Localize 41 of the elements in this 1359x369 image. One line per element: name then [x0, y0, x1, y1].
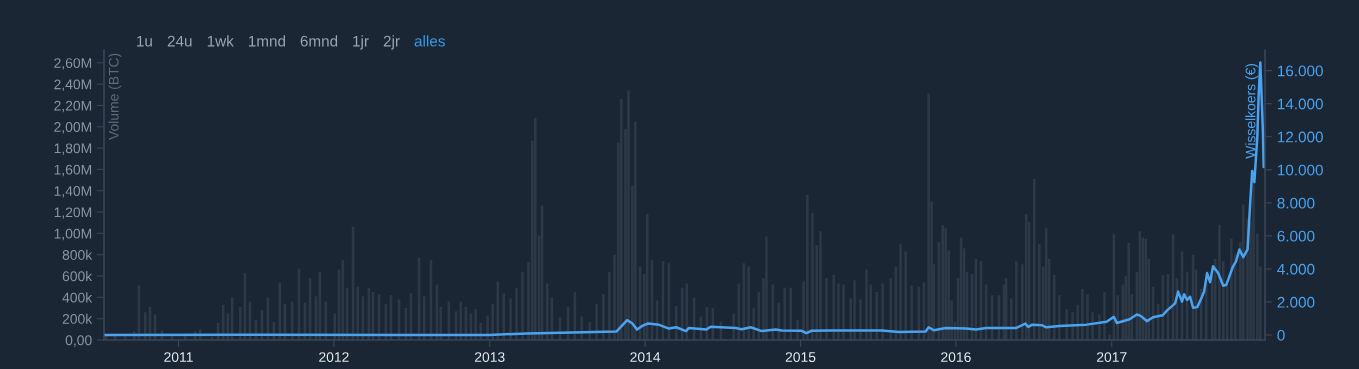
y2-tick-label: 10.000 — [1277, 164, 1323, 176]
x-tick-label: 2016 — [941, 352, 971, 363]
y-axis-title: Volume (BTC) — [108, 53, 122, 140]
y2-tick-label: 12.000 — [1277, 131, 1323, 143]
y-tick-label: 1,20M — [54, 207, 92, 219]
y-tick-label: 200k — [62, 313, 93, 324]
y2-tick-label: 0 — [1277, 329, 1285, 341]
y-tick-label: 1,00M — [54, 228, 92, 241]
y-tick-label: 2,60M — [54, 58, 92, 70]
text: 1mnd — [248, 35, 286, 47]
x-tick-label: 2011 — [164, 352, 193, 363]
y-tick-label: 2,20M — [54, 100, 92, 113]
text: 2jr — [383, 35, 400, 50]
y-tick-label: 2,00M — [54, 122, 92, 134]
y2-tick-label: 8.000 — [1277, 197, 1315, 209]
y-tick-label: 1,80M — [54, 143, 92, 155]
y2-tick-label: 14.000 — [1277, 98, 1323, 110]
x-tick-label: 2017 — [1096, 352, 1127, 363]
y2-tick-label: 16.000 — [1277, 65, 1323, 77]
y-tick-label: 800k — [62, 249, 93, 260]
y2-tick-label: 6.000 — [1277, 230, 1315, 242]
y2-tick-label: 2.000 — [1277, 296, 1315, 308]
y-tick-label: 1,60M — [54, 164, 92, 177]
bar — [1252, 184, 1255, 340]
y-tick-label: 0,00 — [65, 335, 92, 347]
text: 1wk — [207, 35, 234, 47]
text: 24u — [167, 35, 192, 47]
x-tick-label: 2015 — [785, 352, 816, 363]
x-tick-label: 2013 — [474, 352, 505, 363]
y-tick-label: 2,40M — [54, 79, 92, 91]
text: alles — [414, 35, 445, 47]
text: 1jr — [353, 35, 369, 50]
y-tick-label: 400k — [62, 292, 93, 303]
y2-tick-label: 4.000 — [1277, 263, 1315, 275]
x-tick-label: 2012 — [319, 352, 349, 363]
text: 1u — [137, 35, 152, 47]
x-tick-label: 2014 — [630, 352, 661, 363]
text: 6mnd — [300, 35, 338, 47]
y-tick-label: 1,40M — [54, 186, 92, 198]
y-tick-label: 600k — [62, 271, 93, 282]
y2-axis-title: Wisselkoers (€) — [1245, 63, 1259, 159]
